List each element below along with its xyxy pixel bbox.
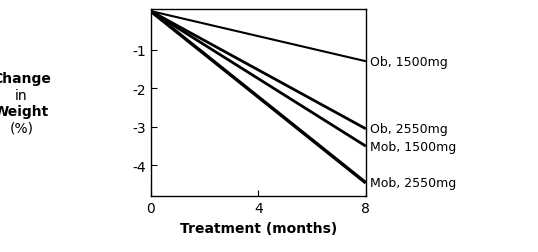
- Text: (%): (%): [10, 121, 33, 135]
- Text: Change: Change: [0, 72, 51, 86]
- Text: Weight: Weight: [0, 105, 49, 118]
- X-axis label: Treatment (months): Treatment (months): [180, 221, 337, 235]
- Text: Mob, 1500mg: Mob, 1500mg: [370, 140, 456, 153]
- Text: Ob, 1500mg: Ob, 1500mg: [370, 55, 448, 69]
- Text: Ob, 2550mg: Ob, 2550mg: [370, 123, 448, 136]
- Text: Mob, 2550mg: Mob, 2550mg: [370, 177, 456, 190]
- Text: in: in: [15, 88, 28, 102]
